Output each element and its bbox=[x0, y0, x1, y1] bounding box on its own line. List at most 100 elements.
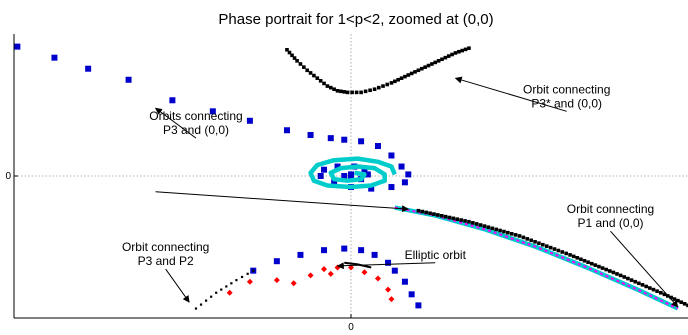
data-point bbox=[509, 231, 514, 236]
data-point bbox=[246, 278, 253, 285]
data-point bbox=[398, 163, 405, 170]
data-point bbox=[295, 59, 299, 63]
series-10 bbox=[344, 261, 372, 269]
data-point bbox=[457, 49, 461, 54]
data-point bbox=[354, 90, 359, 95]
data-point bbox=[582, 258, 587, 263]
data-point bbox=[125, 76, 132, 83]
data-point bbox=[568, 253, 572, 257]
data-point bbox=[361, 166, 368, 173]
data-point bbox=[225, 285, 228, 288]
data-point bbox=[302, 65, 306, 69]
data-point bbox=[368, 185, 375, 192]
annotation-label: P1 and (0,0) bbox=[577, 216, 643, 230]
annotation-label: Elliptic orbit bbox=[405, 248, 467, 262]
data-point bbox=[246, 117, 253, 124]
data-point bbox=[597, 264, 601, 269]
data-point bbox=[463, 219, 467, 223]
data-point bbox=[443, 214, 448, 219]
data-point bbox=[363, 89, 368, 94]
data-point bbox=[486, 225, 491, 230]
data-point bbox=[450, 52, 454, 57]
data-point bbox=[388, 152, 395, 159]
data-point bbox=[428, 211, 432, 216]
annotation-label: Orbit connecting bbox=[567, 202, 654, 216]
data-point bbox=[474, 222, 479, 226]
annotation-label: P3 and (0,0) bbox=[163, 123, 229, 137]
data-point bbox=[401, 179, 408, 186]
data-point bbox=[686, 303, 688, 308]
data-point bbox=[405, 171, 412, 178]
data-point bbox=[440, 57, 444, 62]
data-point bbox=[204, 299, 208, 302]
data-point bbox=[607, 269, 612, 273]
series-line bbox=[344, 261, 372, 269]
data-point bbox=[361, 269, 368, 276]
data-point bbox=[342, 90, 347, 94]
data-point bbox=[235, 279, 238, 282]
annotation-label: Orbit connecting bbox=[122, 240, 209, 254]
data-point bbox=[364, 171, 371, 178]
data-point bbox=[498, 228, 502, 233]
data-point bbox=[305, 68, 309, 73]
series-0 bbox=[285, 46, 471, 95]
data-point bbox=[644, 284, 648, 289]
data-point bbox=[494, 227, 498, 232]
data-point bbox=[307, 272, 314, 279]
data-point bbox=[406, 73, 411, 77]
data-point bbox=[341, 136, 348, 143]
data-point bbox=[560, 250, 565, 254]
data-point bbox=[307, 131, 314, 138]
data-point bbox=[209, 108, 216, 115]
data-point bbox=[658, 290, 663, 295]
annotation-5: Elliptic orbit bbox=[336, 248, 467, 270]
data-point bbox=[471, 221, 475, 225]
data-point bbox=[622, 275, 627, 279]
data-point bbox=[579, 257, 583, 262]
data-point bbox=[618, 273, 623, 278]
data-point bbox=[331, 179, 338, 186]
data-point bbox=[533, 239, 537, 244]
data-point bbox=[317, 173, 324, 179]
annotation-label: P3* and (0,0) bbox=[531, 96, 602, 110]
data-point bbox=[377, 85, 381, 90]
data-point bbox=[388, 184, 395, 191]
data-point bbox=[252, 269, 255, 272]
data-point bbox=[443, 55, 448, 60]
data-point bbox=[478, 223, 483, 227]
data-point bbox=[290, 53, 294, 58]
data-point bbox=[629, 278, 634, 282]
x-tick-label: 0 bbox=[348, 322, 354, 333]
annotation-arrow bbox=[165, 268, 190, 303]
series-7 bbox=[250, 245, 422, 309]
data-point bbox=[589, 261, 594, 266]
data-point bbox=[368, 88, 372, 93]
data-point bbox=[415, 302, 422, 309]
data-point bbox=[385, 286, 392, 293]
annotation-2 bbox=[155, 191, 409, 213]
data-point bbox=[335, 89, 340, 93]
data-point bbox=[14, 43, 21, 50]
data-point bbox=[359, 90, 363, 95]
data-point bbox=[321, 266, 328, 273]
data-point bbox=[467, 219, 471, 224]
data-point bbox=[194, 307, 198, 310]
data-point bbox=[312, 73, 316, 78]
data-point bbox=[490, 226, 495, 231]
data-point bbox=[679, 300, 684, 305]
data-point bbox=[552, 247, 557, 251]
data-point bbox=[215, 291, 218, 294]
data-point bbox=[426, 63, 431, 68]
data-point bbox=[436, 213, 440, 217]
data-point bbox=[544, 244, 549, 248]
data-point bbox=[482, 224, 487, 228]
data-point bbox=[350, 90, 354, 95]
data-point bbox=[571, 254, 576, 259]
data-point bbox=[345, 90, 350, 95]
data-point bbox=[385, 259, 392, 266]
data-point bbox=[446, 54, 451, 58]
